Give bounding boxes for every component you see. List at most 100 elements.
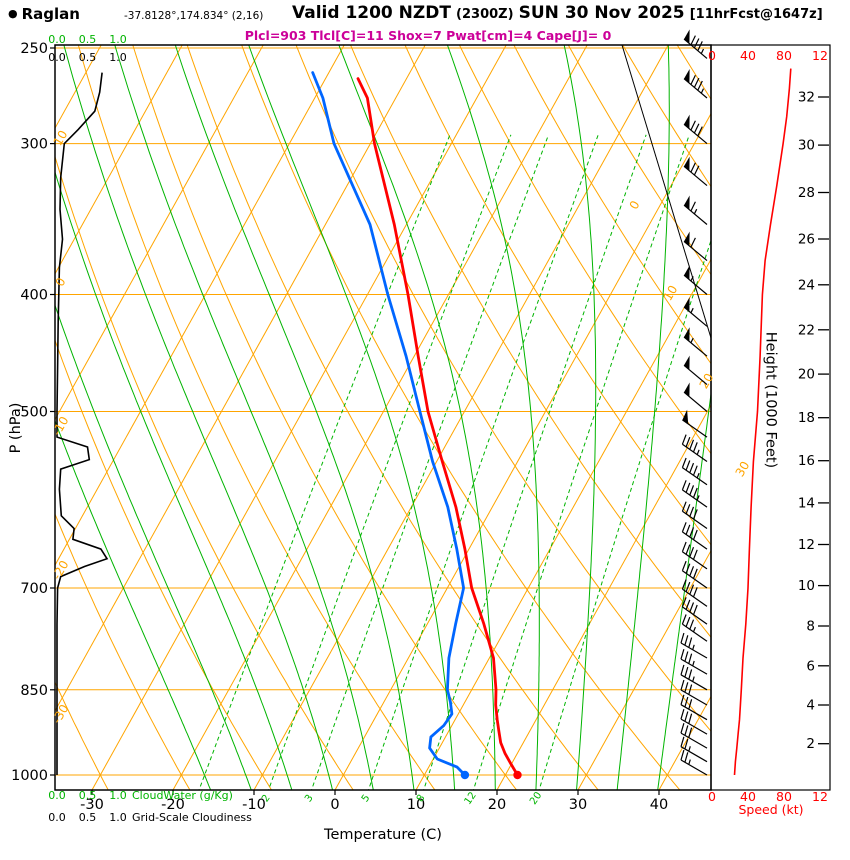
valid-prefix: Valid 1200 NZDT (292, 3, 451, 23)
svg-text:-10: -10 (242, 797, 266, 813)
wind-speed-curve (733, 68, 792, 776)
temperature-curve (356, 77, 519, 777)
svg-text:20: 20 (528, 790, 544, 807)
svg-text:-30: -30 (50, 702, 72, 726)
svg-text:6: 6 (806, 658, 815, 674)
label-guide-diagonal (621, 45, 711, 339)
svg-text:1.0: 1.0 (109, 51, 127, 64)
svg-text:250: 250 (20, 41, 48, 57)
temperature-axis-labels: -30 -20 -10 0 10 20 30 40 (80, 797, 668, 813)
valid-date: SUN 30 Nov 2025 (518, 3, 685, 23)
svg-text:0: 0 (330, 797, 339, 813)
mixing-ratio-lines (198, 134, 711, 790)
svg-text:3: 3 (303, 793, 316, 805)
cloud-scale-rows: 0.0 0.5 1.0 0.0 0.5 1.0 0.0 0.5 1.0 CloudWater (g… (48, 33, 252, 824)
svg-text:8: 8 (415, 793, 428, 805)
svg-text:0.5: 0.5 (79, 51, 97, 64)
svg-text:10: 10 (798, 578, 815, 594)
cloudwater-axis-title: CloudWater (g/Kg) (132, 789, 233, 802)
svg-text:1.0: 1.0 (109, 33, 127, 46)
sounding-profiles (311, 71, 522, 780)
svg-text:0.0: 0.0 (48, 51, 66, 64)
svg-text:0: 0 (627, 198, 643, 212)
station-title: ● Raglan (8, 5, 80, 23)
station-name: Raglan (21, 5, 80, 23)
svg-text:30: 30 (569, 797, 587, 813)
svg-text:-20: -20 (161, 797, 185, 813)
isotherm-labels: 0 10 20 30 (627, 198, 753, 479)
svg-text:0.5: 0.5 (79, 811, 97, 824)
svg-text:850: 850 (20, 683, 48, 699)
svg-text:-20: -20 (50, 558, 72, 582)
svg-text:30: 30 (733, 459, 753, 479)
svg-text:14: 14 (798, 495, 815, 511)
svg-text:2: 2 (260, 793, 273, 805)
pressure-axis-title: P (hPa) (8, 402, 24, 454)
cloudiness-axis-title: Grid-Scale Cloudiness (132, 811, 252, 824)
svg-text:0.5: 0.5 (79, 33, 97, 46)
svg-text:10: 10 (407, 797, 425, 813)
svg-text:-10: -10 (50, 414, 72, 438)
svg-text:10: 10 (661, 283, 681, 303)
svg-text:8: 8 (806, 619, 815, 635)
svg-text:12: 12 (463, 790, 479, 807)
dry-adiabat-lines (55, 45, 711, 790)
svg-text:0.0: 0.0 (48, 789, 66, 802)
moist-adiabat-lines (55, 45, 711, 790)
svg-text:40: 40 (740, 789, 756, 804)
svg-text:1.0: 1.0 (109, 789, 127, 802)
svg-text:0.0: 0.0 (48, 33, 66, 46)
station-bullet-icon: ● (8, 7, 18, 20)
svg-text:26: 26 (798, 232, 815, 248)
temperature-axis-title: Temperature (C) (324, 827, 442, 843)
station-coordinates: -37.8128°,174.834° (2,16) (124, 10, 264, 22)
svg-text:80: 80 (776, 789, 792, 804)
height-axis-title: Height (1000 Feet) (762, 331, 779, 469)
svg-text:80: 80 (776, 48, 792, 63)
surface-temperature-dot (513, 770, 522, 780)
cloudiness-curve (56, 72, 109, 775)
sounding-parameters: Plcl=903 Tlcl[C]=11 Shox=7 Pwat[cm]=4 Ca… (244, 28, 612, 43)
svg-text:16: 16 (798, 453, 815, 469)
svg-text:5: 5 (360, 793, 373, 805)
svg-text:32: 32 (798, 90, 815, 106)
plot-frame (54, 44, 831, 791)
surface-dewpoint-dot (460, 770, 470, 780)
svg-text:20: 20 (798, 367, 815, 383)
svg-text:400: 400 (20, 288, 48, 304)
svg-text:40: 40 (740, 48, 756, 63)
valid-forecast-hour: [11hrFcst@1647z] (689, 7, 823, 22)
svg-text:22: 22 (798, 322, 815, 338)
svg-text:-30: -30 (80, 797, 104, 813)
svg-text:0.5: 0.5 (79, 789, 97, 802)
right-panel-frame (710, 44, 831, 791)
svg-text:20: 20 (697, 371, 717, 391)
svg-text:4: 4 (806, 698, 815, 714)
speed-axis-title: Speed (kt) (738, 802, 804, 817)
wind-barbs (680, 29, 708, 776)
svg-text:40: 40 (650, 797, 668, 813)
svg-text:18: 18 (798, 410, 815, 426)
svg-text:30: 30 (798, 138, 815, 154)
svg-text:2: 2 (806, 736, 815, 752)
svg-text:12: 12 (812, 789, 828, 804)
svg-text:24: 24 (798, 277, 815, 293)
svg-text:1000: 1000 (11, 768, 48, 784)
svg-text:700: 700 (20, 581, 48, 597)
pressure-axis-labels: 250 300 400 500 700 850 1000 (11, 41, 48, 784)
valid-zulu: (2300Z) (456, 7, 514, 22)
svg-text:1.0: 1.0 (109, 811, 127, 824)
svg-text:0.0: 0.0 (48, 811, 66, 824)
axis-ticks (50, 47, 660, 795)
svg-text:10: 10 (51, 128, 71, 148)
svg-text:28: 28 (798, 185, 815, 201)
svg-text:12: 12 (812, 48, 828, 63)
valid-time-title: Valid 1200 NZDT (2300Z) SUN 30 Nov 2025 … (292, 3, 823, 23)
svg-text:0: 0 (708, 48, 716, 63)
svg-text:300: 300 (20, 137, 48, 153)
svg-text:0: 0 (708, 789, 716, 804)
isotherm-lines (55, 45, 711, 790)
svg-text:12: 12 (798, 537, 815, 553)
